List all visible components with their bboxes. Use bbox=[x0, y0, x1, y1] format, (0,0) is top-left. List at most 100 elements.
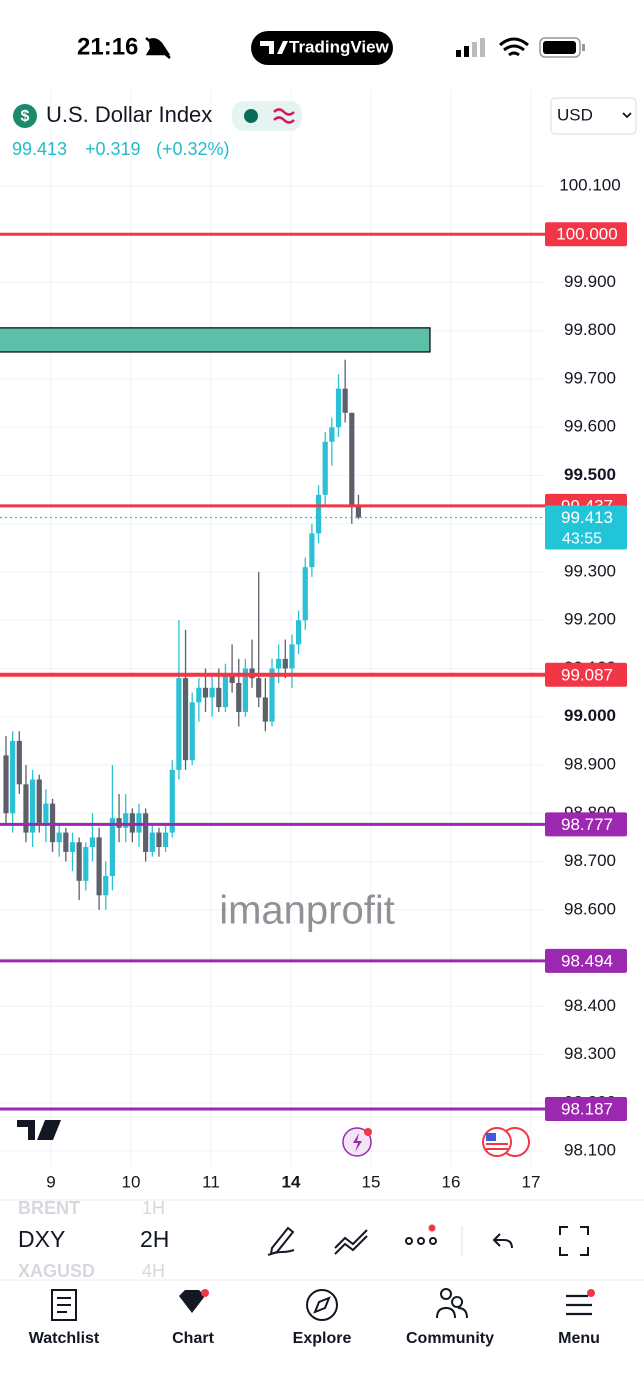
candle-body bbox=[202, 687, 209, 698]
x-tick-label: 17 bbox=[522, 1172, 541, 1191]
zone bbox=[0, 327, 431, 353]
x-tick-label: 9 bbox=[46, 1172, 55, 1191]
candle-body bbox=[302, 567, 308, 621]
candle-body bbox=[242, 668, 248, 712]
chart-layer: 9 10 11 14 15 16 17 100.100 100.000 99.900 99.800 9… bbox=[0, 90, 627, 1191]
interval[interactable]: 2H bbox=[140, 1226, 169, 1252]
undo-tool[interactable] bbox=[492, 1233, 513, 1249]
nav-label[interactable]: Chart bbox=[172, 1330, 214, 1347]
tv-logo bbox=[17, 1120, 61, 1140]
nav-label[interactable]: Explore bbox=[293, 1330, 352, 1347]
watchlist-icon bbox=[51, 1289, 77, 1321]
candle-body bbox=[342, 388, 348, 413]
indicators-tool[interactable] bbox=[334, 1229, 368, 1255]
candle-body bbox=[156, 832, 162, 848]
status-badge[interactable] bbox=[232, 101, 302, 131]
candle-body bbox=[196, 687, 202, 703]
menu-dot bbox=[587, 1289, 595, 1297]
candle-body bbox=[16, 740, 22, 785]
more-tool[interactable] bbox=[405, 1224, 437, 1245]
flag-icon[interactable] bbox=[482, 1127, 512, 1157]
symbol-name[interactable]: U.S. Dollar Index bbox=[46, 102, 212, 127]
candle-body bbox=[169, 769, 175, 833]
app-logo bbox=[260, 41, 288, 54]
candle-body bbox=[349, 412, 355, 505]
level-label: 98.187 bbox=[561, 1100, 613, 1119]
candle-body bbox=[23, 784, 29, 833]
candle-body bbox=[209, 687, 215, 698]
last-price-label: 99.413 bbox=[561, 508, 613, 527]
nav-labels: Watchlist Chart Explore Community Menu bbox=[29, 1330, 600, 1347]
level-label: 98.777 bbox=[561, 815, 613, 834]
nav-label[interactable]: Community bbox=[406, 1330, 494, 1347]
candle-body bbox=[3, 755, 9, 814]
candle-body bbox=[163, 832, 169, 848]
y-tick-label: 98.600 bbox=[564, 899, 616, 918]
explore-icon bbox=[306, 1289, 338, 1321]
candle-body bbox=[322, 441, 328, 495]
currency-icon-bg bbox=[13, 104, 37, 128]
candle-body bbox=[176, 678, 182, 770]
header-change: +0.319 bbox=[85, 139, 141, 159]
candle-body bbox=[315, 494, 322, 534]
last-price-tag bbox=[545, 505, 627, 550]
countdown: 43:55 bbox=[562, 531, 602, 548]
symbol[interactable]: DXY bbox=[18, 1226, 65, 1252]
y-tick-label: 99.300 bbox=[564, 561, 616, 580]
candle-body bbox=[89, 837, 96, 848]
candle-body bbox=[182, 678, 189, 761]
draw-tool[interactable] bbox=[267, 1226, 295, 1256]
y-tick-label: 98.900 bbox=[564, 755, 616, 774]
candle-body bbox=[236, 682, 242, 712]
candle-body bbox=[143, 813, 149, 852]
level-tag bbox=[545, 1097, 627, 1122]
nav-label[interactable]: Menu bbox=[558, 1330, 600, 1347]
battery-icon bbox=[539, 37, 585, 58]
candle-body bbox=[282, 658, 288, 669]
x-tick-label: 16 bbox=[442, 1172, 461, 1191]
market-dot bbox=[244, 109, 258, 123]
candle-body bbox=[229, 673, 235, 683]
level-tag bbox=[545, 812, 627, 837]
level-label: 98.494 bbox=[561, 951, 613, 970]
community-icon bbox=[436, 1288, 468, 1319]
y-tick-label: 100.100 bbox=[559, 175, 620, 194]
x-tick-label: 10 bbox=[122, 1172, 141, 1191]
candle-body bbox=[256, 678, 262, 698]
candle-body bbox=[69, 842, 76, 852]
chart-dot bbox=[201, 1289, 209, 1297]
candle-body bbox=[83, 847, 89, 881]
x-tick-label: 14 bbox=[282, 1172, 301, 1191]
y-tick-label: 98.100 bbox=[564, 1141, 616, 1160]
menu-icon bbox=[566, 1294, 592, 1316]
y-tick-label: 99.700 bbox=[564, 368, 616, 387]
currency-select[interactable] bbox=[550, 97, 637, 135]
y-tick-label: 99.600 bbox=[564, 417, 616, 436]
candle-body bbox=[109, 818, 115, 876]
interval-prev: 1H bbox=[142, 1198, 165, 1218]
y-tick-label: 99.800 bbox=[564, 320, 616, 339]
fullscreen-tool[interactable] bbox=[559, 1226, 589, 1256]
candle-body bbox=[289, 644, 295, 669]
candle-body bbox=[103, 875, 109, 896]
header-price: 99.413 bbox=[12, 139, 67, 159]
candle-body bbox=[149, 832, 155, 852]
nav-label[interactable]: Watchlist bbox=[29, 1330, 100, 1347]
level-tag bbox=[545, 948, 627, 973]
candle-body bbox=[36, 779, 42, 823]
candle-body bbox=[30, 779, 36, 833]
x-tick-label: 15 bbox=[362, 1172, 381, 1191]
wifi-icon bbox=[499, 37, 529, 57]
candle-body bbox=[216, 687, 222, 708]
mute-icon bbox=[145, 37, 171, 59]
flag-canton bbox=[486, 1133, 496, 1141]
candle-body bbox=[222, 673, 229, 708]
candle-body bbox=[269, 668, 275, 722]
y-tick-label: 98.300 bbox=[564, 1044, 616, 1063]
candle-body bbox=[355, 504, 362, 518]
candle-body bbox=[43, 803, 49, 823]
app-name: TradingView bbox=[289, 37, 390, 56]
candle-body bbox=[10, 740, 16, 814]
